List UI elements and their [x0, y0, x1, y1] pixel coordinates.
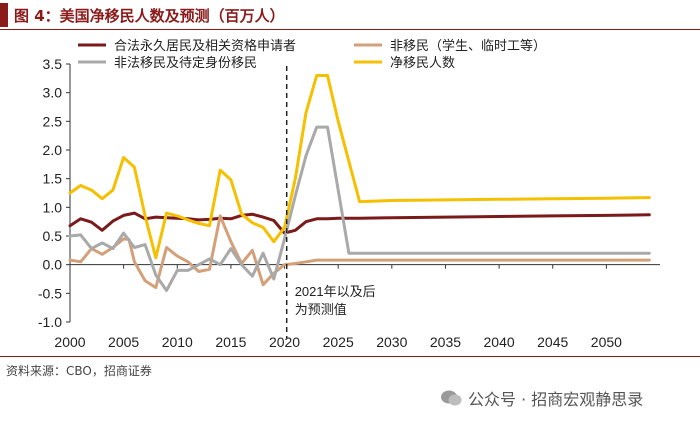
y-tick-label: 0.5	[43, 228, 63, 244]
watermark: 公众号 · 招商宏观静思录	[440, 386, 643, 410]
series-line-1	[68, 211, 651, 235]
y-tick-label: 1.5	[43, 171, 63, 187]
x-tick-label: 2040	[484, 334, 515, 350]
source-note: 资料来源：CBO，招商证券	[6, 364, 152, 378]
series-line-2	[68, 214, 651, 290]
x-tick-label: 2045	[537, 334, 568, 350]
x-tick-label: 2020	[269, 334, 300, 350]
wechat-icon	[441, 390, 462, 406]
y-tick-label: -0.5	[38, 285, 62, 301]
title-accent-block	[0, 3, 8, 27]
y-tick-label: 0.0	[43, 257, 63, 273]
x-tick-label: 2025	[323, 334, 354, 350]
x-tick-label: 2010	[162, 334, 193, 350]
x-tick-label: 2000	[54, 334, 85, 350]
y-tick-label: 2.5	[43, 113, 63, 129]
chart-axes: -1.0 -0.5 0.0 0.5 1.0 1.5 2.0 2.5 3.0 3.5 2000 2005…	[38, 56, 660, 350]
immigration-chart: -1.0 -0.5 0.0 0.5 1.0 1.5 2.0 2.5 3.0 3.5 2000 2005…	[38, 38, 660, 350]
footer-rule	[0, 356, 700, 357]
series-line-3	[68, 125, 651, 292]
y-tick-label: 1.0	[43, 199, 63, 215]
x-tick-label: 2030	[376, 334, 407, 350]
series-line-4	[68, 74, 651, 260]
y-tick-label: -1.0	[38, 314, 62, 330]
x-tick-label: 2015	[215, 334, 246, 350]
legend-label: 非法移民及待定身份移民	[114, 55, 257, 70]
y-tick-label: 3.0	[43, 85, 63, 101]
y-tick-label: 3.5	[43, 56, 63, 72]
x-tick-label: 2005	[108, 334, 139, 350]
forecast-annotation-line1: 2021年以及后	[295, 284, 376, 299]
x-tick-label: 2050	[591, 334, 622, 350]
figure-title: 图 4：美国净移民人数及预测（百万人）	[14, 7, 285, 25]
legend-label: 净移民人数	[390, 55, 455, 70]
watermark-text: 公众号 · 招商宏观静思录	[468, 390, 644, 409]
legend-label: 非移民（学生、临时工等）	[390, 38, 546, 53]
legend-label: 合法永久居民及相关资格申请者	[114, 38, 296, 53]
chart-series	[68, 74, 651, 292]
forecast-annotation-line2: 为预测值	[295, 302, 347, 317]
chart-legend: 合法永久居民及相关资格申请者 非移民（学生、临时工等） 非法移民及待定身份移民 净移民…	[78, 38, 546, 70]
y-tick-label: 2.0	[43, 142, 63, 158]
title-rule	[0, 29, 700, 30]
x-tick-label: 2035	[430, 334, 461, 350]
figure-title-bar: 图 4：美国净移民人数及预测（百万人）	[0, 0, 700, 30]
